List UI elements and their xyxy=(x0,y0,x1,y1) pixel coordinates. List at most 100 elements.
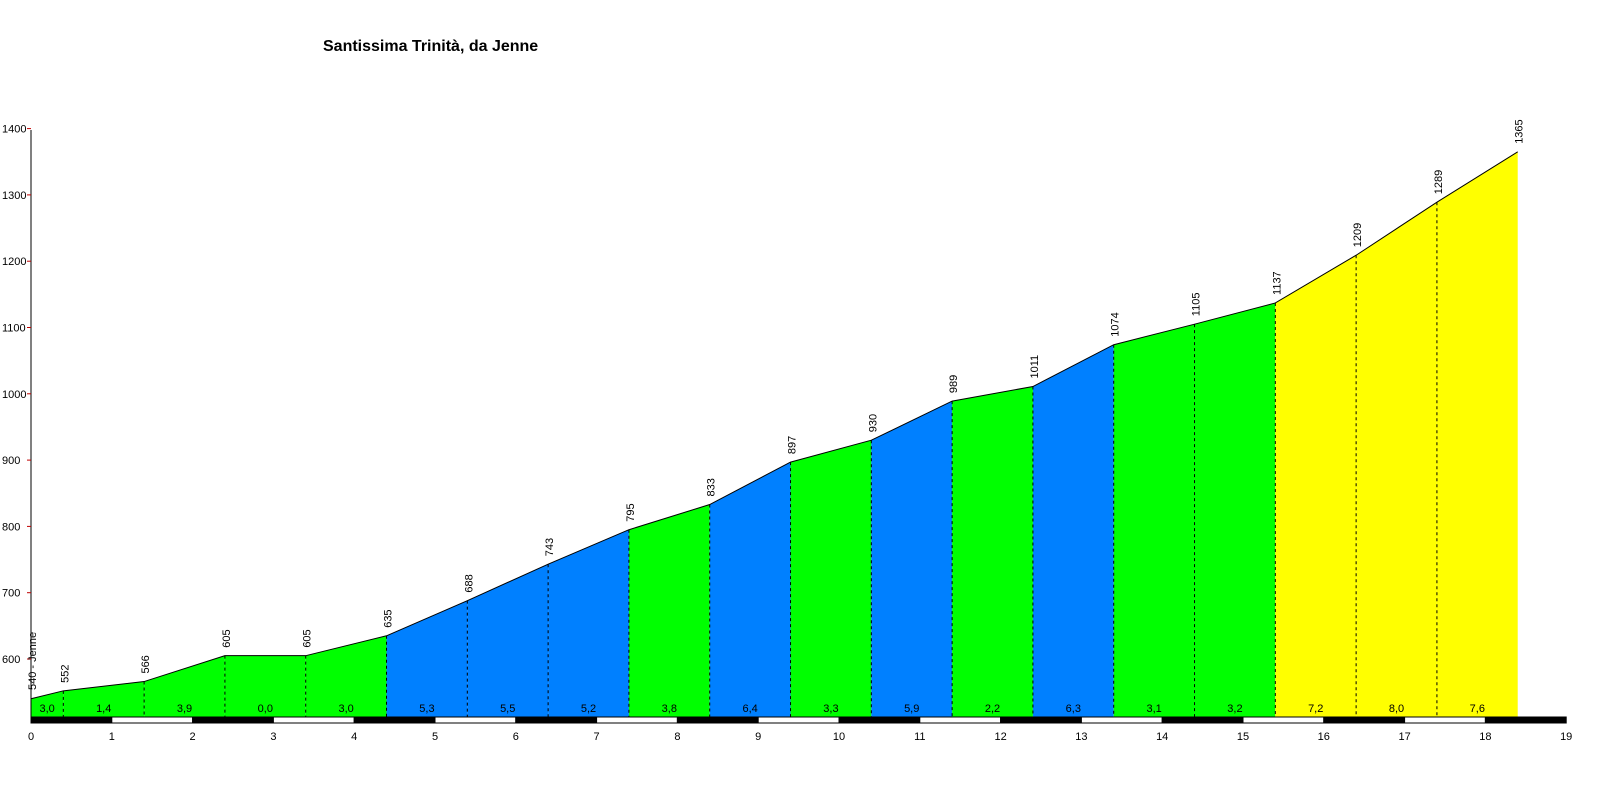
gradient-label: 3,0 xyxy=(338,703,353,715)
x-tick-label: 2 xyxy=(190,731,196,743)
gradient-label: 3,3 xyxy=(823,703,838,715)
elevation-label: 897 xyxy=(787,436,799,454)
x-tick-label: 16 xyxy=(1318,731,1330,743)
elevation-label: 1289 xyxy=(1433,170,1445,194)
profile-segment xyxy=(952,386,1033,717)
gradient-label: 3,8 xyxy=(662,703,677,715)
x-tick-label: 19 xyxy=(1560,731,1572,743)
y-tick-label: 600 xyxy=(2,654,20,666)
distance-bar-band xyxy=(434,716,517,724)
y-tick-label: 1100 xyxy=(2,323,26,335)
x-tick-label: 0 xyxy=(28,731,34,743)
gradient-label: 0,0 xyxy=(258,703,273,715)
x-tick-label: 14 xyxy=(1156,731,1168,743)
distance-bar-band xyxy=(596,716,678,724)
profile-segment xyxy=(1356,202,1437,717)
distance-bar-band xyxy=(30,716,113,724)
distance-bar-band xyxy=(757,716,840,724)
profile-segment xyxy=(1113,324,1195,717)
gradient-label: 1,4 xyxy=(96,703,111,715)
gradient-label: 5,5 xyxy=(500,703,515,715)
x-tick-label: 3 xyxy=(270,731,276,743)
gradient-label: 3,1 xyxy=(1146,703,1161,715)
profile-line xyxy=(30,151,1518,700)
profile-segment xyxy=(63,681,145,717)
profile-segment xyxy=(1032,344,1114,717)
elevation-label: 795 xyxy=(625,503,637,521)
x-tick-label: 8 xyxy=(674,731,680,743)
x-tick-label: 18 xyxy=(1479,731,1491,743)
elevation-label: 833 xyxy=(706,478,718,496)
gradient-label: 3,9 xyxy=(177,703,192,715)
elevation-label: 1105 xyxy=(1191,293,1203,317)
profile-segment xyxy=(1275,255,1357,717)
distance-bar-band xyxy=(272,716,355,724)
x-tick-label: 12 xyxy=(994,731,1006,743)
profile-segment xyxy=(871,401,953,717)
profile-segment xyxy=(790,440,872,717)
x-tick-label: 4 xyxy=(351,731,357,743)
elevation-label: 930 xyxy=(867,414,879,432)
y-tick-label: 800 xyxy=(2,521,20,533)
x-tick-label: 13 xyxy=(1075,731,1087,743)
x-tick-label: 6 xyxy=(513,731,519,743)
elevation-label: 743 xyxy=(544,538,556,556)
profile-segment xyxy=(305,635,387,717)
elevation-label: 1137 xyxy=(1271,271,1283,295)
profile-segment xyxy=(467,564,549,717)
x-tick-label: 7 xyxy=(594,731,600,743)
elevation-label: 1074 xyxy=(1110,312,1122,336)
elevation-label: 1365 xyxy=(1514,119,1526,143)
y-tick-label: 1300 xyxy=(2,190,26,202)
x-tick-label: 15 xyxy=(1237,731,1249,743)
profile-segment xyxy=(144,655,225,717)
profile-segment xyxy=(224,655,306,717)
y-tick-label: 1200 xyxy=(2,256,26,268)
elevation-label: 1011 xyxy=(1029,355,1041,379)
gradient-label: 3,2 xyxy=(1227,703,1242,715)
gradient-label: 7,2 xyxy=(1308,703,1323,715)
profile-segment xyxy=(386,600,468,717)
elevation-label: 635 xyxy=(383,609,395,627)
x-tick-label: 1 xyxy=(109,731,115,743)
elevation-label: 989 xyxy=(948,375,960,393)
profile-segment xyxy=(1436,151,1518,717)
distance-bar-band xyxy=(838,716,921,724)
distance-bar-band xyxy=(1242,716,1325,724)
gradient-label: 5,3 xyxy=(419,703,434,715)
elevation-label: 605 xyxy=(302,629,314,647)
gradient-label: 7,6 xyxy=(1470,703,1485,715)
distance-bar-band xyxy=(1484,716,1567,724)
chart-title: Santissima Trinità, da Jenne xyxy=(323,38,539,55)
x-tick-label: 5 xyxy=(432,731,438,743)
y-tick-label: 900 xyxy=(2,455,20,467)
elevation-label: 540 - Jenne xyxy=(27,632,39,690)
profile-segment xyxy=(548,529,629,717)
distance-bar-band xyxy=(515,716,598,724)
gradient-label: 6,3 xyxy=(1066,703,1081,715)
profile-segment xyxy=(628,504,710,717)
y-tick-label: 700 xyxy=(2,588,20,600)
elevation-label: 688 xyxy=(463,574,475,592)
y-tick-label: 1000 xyxy=(2,389,26,401)
distance-bar-band xyxy=(192,716,274,724)
profile-segment xyxy=(1194,302,1276,717)
elevation-label: 605 xyxy=(221,629,233,647)
gradient-label: 5,2 xyxy=(581,703,596,715)
gradient-label: 5,9 xyxy=(904,703,919,715)
profile-segment xyxy=(709,462,791,717)
gradient-label: 6,4 xyxy=(742,703,757,715)
distance-bar-band xyxy=(1161,716,1244,724)
distance-bar-band xyxy=(111,716,194,724)
distance-bar-band xyxy=(676,716,759,724)
x-tick-label: 9 xyxy=(755,731,761,743)
elevation-label: 552 xyxy=(59,664,71,682)
distance-bar-band xyxy=(1323,716,1406,724)
distance-bar-band xyxy=(1000,716,1082,724)
gradient-label: 2,2 xyxy=(985,703,1000,715)
x-tick-label: 10 xyxy=(833,731,845,743)
elevation-label: 566 xyxy=(140,655,152,673)
distance-bar-band xyxy=(353,716,436,724)
y-tick-label: 1400 xyxy=(2,124,26,136)
